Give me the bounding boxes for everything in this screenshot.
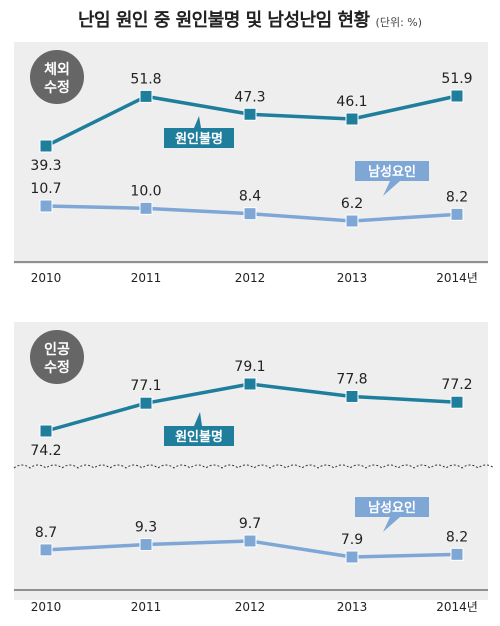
data-point-marker — [345, 112, 359, 126]
data-point-marker — [450, 89, 464, 103]
x-tick-label: 2014년 — [436, 271, 478, 285]
series-label-box — [355, 497, 429, 517]
data-point-marker — [450, 395, 464, 409]
data-value-label: 39.3 — [30, 158, 61, 174]
data-value-label: 10.7 — [30, 181, 61, 197]
series-label-pointer — [194, 412, 202, 426]
data-point-marker — [243, 207, 257, 221]
series-label-text: 남성요인 — [368, 500, 416, 516]
data-value-label: 74.2 — [30, 443, 61, 459]
method-badge — [30, 50, 84, 104]
data-value-label: 6.2 — [341, 196, 363, 212]
data-point-marker — [39, 139, 53, 153]
panel-background — [14, 322, 488, 600]
data-value-label: 7.9 — [341, 532, 363, 548]
data-value-label: 47.3 — [234, 89, 265, 105]
x-tick-label: 2012 — [235, 600, 266, 614]
data-value-label: 8.7 — [35, 525, 57, 541]
data-point-marker — [39, 543, 53, 557]
x-tick-label: 2014년 — [436, 600, 478, 614]
data-point-marker — [450, 547, 464, 561]
series-label-pointer — [383, 517, 400, 532]
x-tick-label: 2011 — [131, 600, 162, 614]
data-point-marker — [450, 207, 464, 221]
x-tick-label: 2010 — [31, 271, 62, 285]
data-value-label: 77.8 — [336, 371, 367, 387]
series-label-pointer — [194, 116, 201, 128]
method-badge-label: 수정 — [44, 359, 70, 376]
data-value-label: 51.8 — [130, 71, 161, 87]
data-value-label: 8.2 — [446, 189, 468, 205]
data-point-marker — [345, 550, 359, 564]
x-tick-label: 2010 — [31, 600, 62, 614]
unit-label: (단위: %) — [375, 16, 423, 29]
panel-background — [14, 42, 488, 264]
data-value-label: 9.3 — [135, 520, 157, 536]
series-label-box — [164, 128, 234, 148]
x-tick-label: 2013 — [337, 271, 368, 285]
x-tick-label: 2013 — [337, 600, 368, 614]
x-tick-label: 2012 — [235, 271, 266, 285]
data-point-marker — [345, 389, 359, 403]
series-label-box — [355, 161, 429, 181]
method-badge-label: 인공 — [44, 341, 70, 358]
data-value-label: 77.2 — [441, 377, 472, 393]
data-point-marker — [243, 107, 257, 121]
data-value-label: 51.9 — [441, 71, 472, 87]
data-point-marker — [139, 538, 153, 552]
data-value-label: 9.7 — [239, 516, 261, 532]
series-label-box — [164, 426, 234, 446]
series-label-text: 남성요인 — [368, 164, 416, 180]
series-label-text: 원인불명 — [175, 429, 223, 445]
data-point-marker — [39, 424, 53, 438]
method-badge-label: 체외 — [44, 61, 70, 78]
chart-title: 난임 원인 중 원인불명 및 남성난임 현황 — [77, 10, 370, 31]
series-label-text: 원인불명 — [175, 131, 223, 147]
data-value-label: 10.0 — [130, 183, 161, 199]
data-point-marker — [139, 396, 153, 410]
data-value-label: 46.1 — [336, 94, 367, 110]
data-point-marker — [139, 89, 153, 103]
x-tick-label: 2011 — [131, 271, 162, 285]
data-point-marker — [243, 534, 257, 548]
data-point-marker — [345, 214, 359, 228]
data-value-label: 8.2 — [446, 529, 468, 545]
method-badge — [30, 330, 84, 384]
data-point-marker — [139, 201, 153, 215]
data-point-marker — [243, 377, 257, 391]
axis-break-wave — [13, 464, 495, 469]
data-value-label: 79.1 — [234, 359, 265, 375]
series-label-pointer — [383, 181, 400, 196]
data-value-label: 77.1 — [130, 378, 161, 394]
data-point-marker — [39, 199, 53, 213]
data-value-label: 8.4 — [239, 189, 261, 205]
chart-header: 난임 원인 중 원인불명 및 남성난임 현황 (단위: %) — [0, 6, 500, 34]
method-badge-label: 수정 — [44, 79, 70, 96]
